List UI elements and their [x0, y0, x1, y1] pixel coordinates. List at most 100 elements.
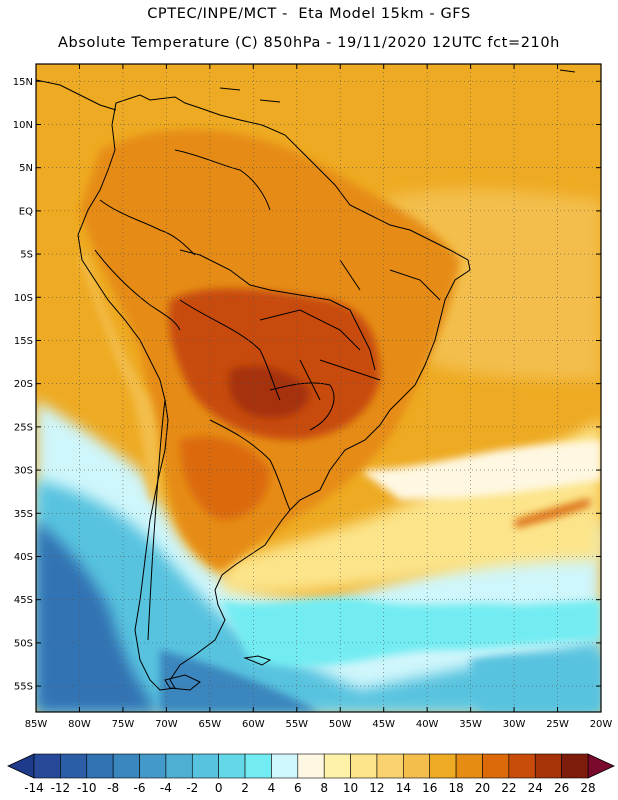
- colorbar-swatch: [482, 753, 510, 779]
- field-cold-bands: [220, 597, 601, 667]
- y-tick-label: 5N: [19, 163, 33, 174]
- y-tick-label: EQ: [19, 206, 33, 217]
- colorbar-swatch: [218, 753, 246, 779]
- colorbar-swatch: [534, 753, 562, 779]
- field-cold-south: [160, 650, 320, 712]
- border-paraguay: [269, 382, 335, 431]
- colorbar-label: -8: [107, 781, 119, 795]
- map-frame: [35, 63, 602, 713]
- x-tick-label: 70W: [155, 719, 178, 730]
- field-cold-pacific: [36, 480, 601, 712]
- border-argentina: [209, 419, 291, 511]
- x-tick-label: 35W: [459, 719, 482, 730]
- x-tick-label: 30W: [503, 719, 526, 730]
- x-tick-label: 50W: [329, 719, 352, 730]
- colorbar-label: 18: [448, 781, 463, 795]
- field-hottest: [229, 366, 310, 419]
- colorbar-swatch: [429, 753, 457, 779]
- colorbar-label: -6: [134, 781, 146, 795]
- colorbar-label: -2: [186, 781, 198, 795]
- colorbar-label: -4: [160, 781, 172, 795]
- colorbar-swatch: [297, 753, 325, 779]
- colorbar-swatch: [561, 753, 589, 779]
- colorbar-swatch: [139, 753, 167, 779]
- border-venezuela: [174, 149, 271, 211]
- colorbar-label: 16: [422, 781, 437, 795]
- border-chile: [147, 399, 166, 641]
- y-tick-label: 35S: [14, 509, 33, 520]
- colorbar-label: 12: [369, 781, 384, 795]
- y-tick-label: 45S: [14, 595, 33, 606]
- x-tick-label: 65W: [199, 719, 222, 730]
- colorbar-label: -10: [77, 781, 97, 795]
- y-tick-label: 25S: [14, 422, 33, 433]
- x-tick-label: 40W: [416, 719, 439, 730]
- colorbar-over-arrow: [587, 753, 615, 779]
- colorbar-swatch: [350, 753, 378, 779]
- temperature-field: [36, 64, 601, 712]
- x-tick-label: 55W: [285, 719, 308, 730]
- coastlines: [36, 69, 576, 691]
- colorbar-swatch: [376, 753, 404, 779]
- field-andes: [80, 250, 160, 500]
- field-mid-yellow: [220, 420, 601, 595]
- colorbar-swatch: [271, 753, 299, 779]
- title-line-2: Absolute Temperature (C) 850hPa - 19/11/…: [58, 35, 560, 51]
- colorbar-swatch: [112, 753, 140, 779]
- x-tick-label: 80W: [68, 719, 91, 730]
- x-tick-label: 75W: [112, 719, 135, 730]
- colorbar-under-arrow: [7, 753, 35, 779]
- y-tick-label: 15S: [14, 336, 33, 347]
- border-bolivia: [179, 299, 281, 401]
- colorbar-label: 4: [268, 781, 276, 795]
- x-tick-label: 45W: [372, 719, 395, 730]
- y-tick-label: 40S: [14, 552, 33, 563]
- central-america: [36, 79, 117, 111]
- field-cold-southeast: [470, 655, 601, 712]
- colorbar-label: 20: [475, 781, 490, 795]
- colorbar-swatch: [244, 753, 272, 779]
- colorbar-label: 14: [396, 781, 411, 795]
- colorbar-swatch: [403, 753, 431, 779]
- y-tick-label: 30S: [14, 466, 33, 477]
- south-america-coast: [77, 94, 471, 691]
- colorbar-swatch: [165, 753, 193, 779]
- colorbar-label: 22: [501, 781, 516, 795]
- colorbar-label: 2: [241, 781, 249, 795]
- colorbar-swatch: [508, 753, 536, 779]
- x-tick-label: 20W: [590, 719, 613, 730]
- border-peru: [94, 249, 181, 331]
- colorbar-swatch: [86, 753, 114, 779]
- colorbar-label: 10: [343, 781, 358, 795]
- colorbar: -14 -12 -10 -8 -6 -4 -2 0 2 4 6 8 10 12 14 16 18 20 22 24 26…: [7, 753, 615, 795]
- colorbar-swatch: [323, 753, 351, 779]
- y-tick-label: 55S: [14, 682, 33, 693]
- colorbar-label: 26: [554, 781, 569, 795]
- falklands: [243, 655, 272, 666]
- gridlines: [36, 64, 601, 712]
- colorbar-label: 6: [294, 781, 302, 795]
- colorbar-label: -14: [24, 781, 44, 795]
- y-tick-label: 15N: [13, 77, 33, 88]
- colorbar-swatch: [455, 753, 483, 779]
- y-tick-label: 50S: [14, 638, 33, 649]
- y-tick-label: 5S: [20, 250, 33, 261]
- colorbar-label: 8: [320, 781, 328, 795]
- colorbar-swatch: [191, 753, 219, 779]
- field-coldest: [36, 520, 160, 712]
- y-tick-label: 20S: [14, 379, 33, 390]
- field-hot-core: [168, 288, 380, 440]
- axis-ticks: 85W 80W 75W 70W 65W 60W 55W 50W 45W 40W 35W 30W 25W 2…: [13, 64, 613, 730]
- y-tick-label: 10S: [14, 293, 33, 304]
- tierra-del-fuego: [164, 674, 201, 691]
- y-tick-label: 10N: [13, 120, 33, 131]
- colorbar-swatch: [33, 753, 61, 779]
- caribbean-islands: [219, 69, 576, 103]
- x-tick-label: 85W: [25, 719, 48, 730]
- colorbar-label: 28: [580, 781, 595, 795]
- colorbar-label: -12: [51, 781, 71, 795]
- colorbar-label: 0: [215, 781, 223, 795]
- border-brazil-west: [179, 249, 376, 371]
- field-argentina-warm: [180, 436, 270, 520]
